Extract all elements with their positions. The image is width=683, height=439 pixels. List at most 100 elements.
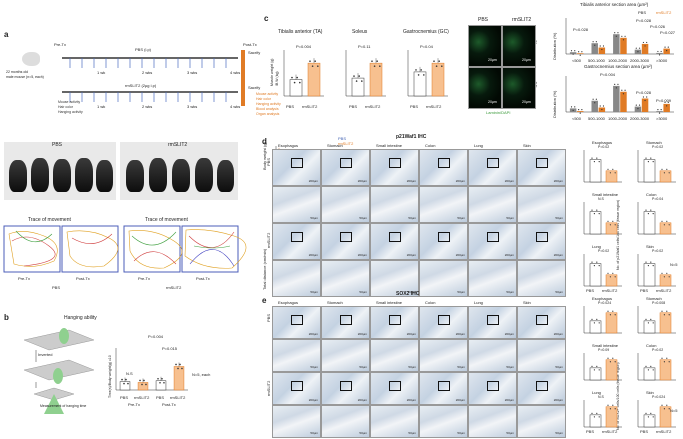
dc-dot-3-1-0 [661,220,663,222]
e-img-1-1-0: 200µm [321,372,370,405]
dc-bar-5-0 [643,263,656,287]
ec-dot-5-1-0 [661,404,663,406]
dc-bar-0-1 [605,170,618,183]
fluo-col-slit: rmSLIT2 [512,17,532,23]
ec-group-5-0: PBS [640,429,649,434]
dc-dot-4-1-0 [607,272,609,274]
e-row-slit: rmSLIT2 [266,380,271,396]
ec-chart-name-3: Colon [646,343,657,348]
e-scale-1-1-1: 50µm [359,431,367,435]
e-scale-3-1-0: 200µm [455,398,465,402]
mice-photo-slit [120,142,238,200]
gc-dot-rmSLIT2-3-1 [644,99,646,102]
fluo-ta-pbs [468,25,502,67]
d-zoom-box-5-1 [536,232,548,242]
b-g3: PBS [156,395,165,400]
fluo-stain: Laminin/DAPI [486,110,511,115]
ec-dot-3-1-3 [668,361,670,363]
gc-dot-PBS-3-0 [635,104,637,106]
d-img-2-1-1: 50µm [370,260,419,297]
d-img-0-1-1: 50µm [272,260,321,297]
e-img-3-1-1: 50µm [419,405,468,438]
d-scale-5-1-1: 50µm [555,290,563,294]
ta-dot-PBS-2-0 [614,32,616,34]
ta-dot-PBS-1-1 [594,44,596,46]
ec-bar-3-1 [659,359,672,381]
ec-dot-4-1-0 [607,404,609,406]
dc-chart-4 [583,254,622,287]
ta-dot-rmSLIT2-4-2 [667,46,669,48]
gc-dot-rmSLIT2-2-2 [624,89,626,91]
hang-dot-1-3 [145,383,147,386]
ec-group-4-1: rmSLIT2 [602,429,618,434]
dc-chart-0 [583,150,622,183]
c-muscle-1: Soleus [352,29,368,35]
dc-dot-3-0-1 [647,213,649,215]
dc-chart-p-4: P=0.02 [598,249,610,253]
gc-dot-rmSLIT2-0-2 [581,109,583,111]
d-scale-3-1-1: 50µm [457,290,465,294]
cw-dot-2-1-2 [438,60,440,62]
c-g-0a: PBS [286,104,295,109]
gc-dot-PBS-3-2 [638,104,641,106]
gc-dot-PBS-1-2 [595,98,597,100]
cw-dot-2-1-3 [441,65,443,67]
d-img-4-0-1: 50µm [468,186,517,223]
hang-dot-3-1 [177,367,179,370]
ec-dot-0-0-2 [596,318,598,320]
ec-bar-3-0 [643,367,656,381]
d-img-5-1-1: 50µm [517,260,566,297]
e-img-4-0-1: 50µm [468,339,517,372]
d-zoom-box-5-0 [536,158,548,168]
ta-dot-PBS-3-1 [637,51,639,53]
gc-bar-rmSLIT2-2 [620,91,627,112]
mice-photo-pbs [4,142,116,200]
cw-dot-2-0-2 [420,69,422,71]
gc-dot-rmSLIT2-2-0 [621,89,623,91]
cdist-legend-slit: rmSLIT2 [656,10,672,15]
c-g-2a: PBS [410,104,419,109]
ta-dot-PBS-3-2 [638,47,641,49]
cdist-legend-pbs: PBS [638,10,647,15]
gc-dot-rmSLIT2-0-1 [579,112,581,114]
fluo-ta-slit [502,25,536,67]
d-scale-2-1-0: 200µm [406,253,416,257]
d-organ-label-1: Stomach [327,143,343,148]
c-g-1b: rmSLIT2 [365,104,381,109]
ec-bar-2-1 [605,359,618,381]
dc-dot-4-0-0 [591,261,593,263]
e-img-4-1-0: 200µm [468,372,517,405]
dc-dot-2-0-0 [591,209,593,211]
pbs-ip-label: PBS (i.p) [135,47,152,52]
cw-dot-0-0-3 [299,81,301,84]
hang-dot-0-1 [123,382,125,385]
dc-dot-4-1-3 [614,276,616,278]
ta-dot-rmSLIT2-2-1 [622,39,625,41]
ec-dot-3-0-3 [652,369,654,371]
ta-x1: 500-1000 [588,58,605,63]
ta-dot-rmSLIT2-4-1 [666,50,668,52]
dc-dot-3-0-3 [652,213,654,215]
d-title: p21Waf1 IHC [396,134,427,140]
cw-dot-1-1-1 [373,65,376,67]
d-scale-3-0-1: 50µm [457,216,465,220]
d-organ-label-2: Small intestine [376,143,403,148]
d-scale-1-1-1: 50µm [359,290,367,294]
ec-dot-1-1-0 [661,310,663,312]
d-zoom-box-0-1 [291,232,303,242]
fluo-scale-2: 20µm [522,58,531,62]
ec-dot-0-1-1 [609,314,611,316]
dc-dot-4-0-2 [596,261,598,263]
c-muscle-0: Tibialis anterior (TA) [278,29,323,35]
dc-chart-p-0: P=0.02 [598,145,610,149]
ta-dot-PBS-0-0 [570,50,573,52]
gc-dot-PBS-0-1 [572,109,574,111]
dc-dot-1-0-0 [645,157,647,159]
dc-bar-2-1 [605,222,618,235]
d-organ-label-0: Esophagus [278,143,299,148]
ta-bar-rmSLIT2-4 [663,48,670,54]
ec-dot-5-1-3 [668,408,670,410]
hanging-illustration [23,328,95,414]
dc-chart-name-0: Esophagus [592,140,613,145]
ec-dot-0-0-3 [598,322,600,324]
